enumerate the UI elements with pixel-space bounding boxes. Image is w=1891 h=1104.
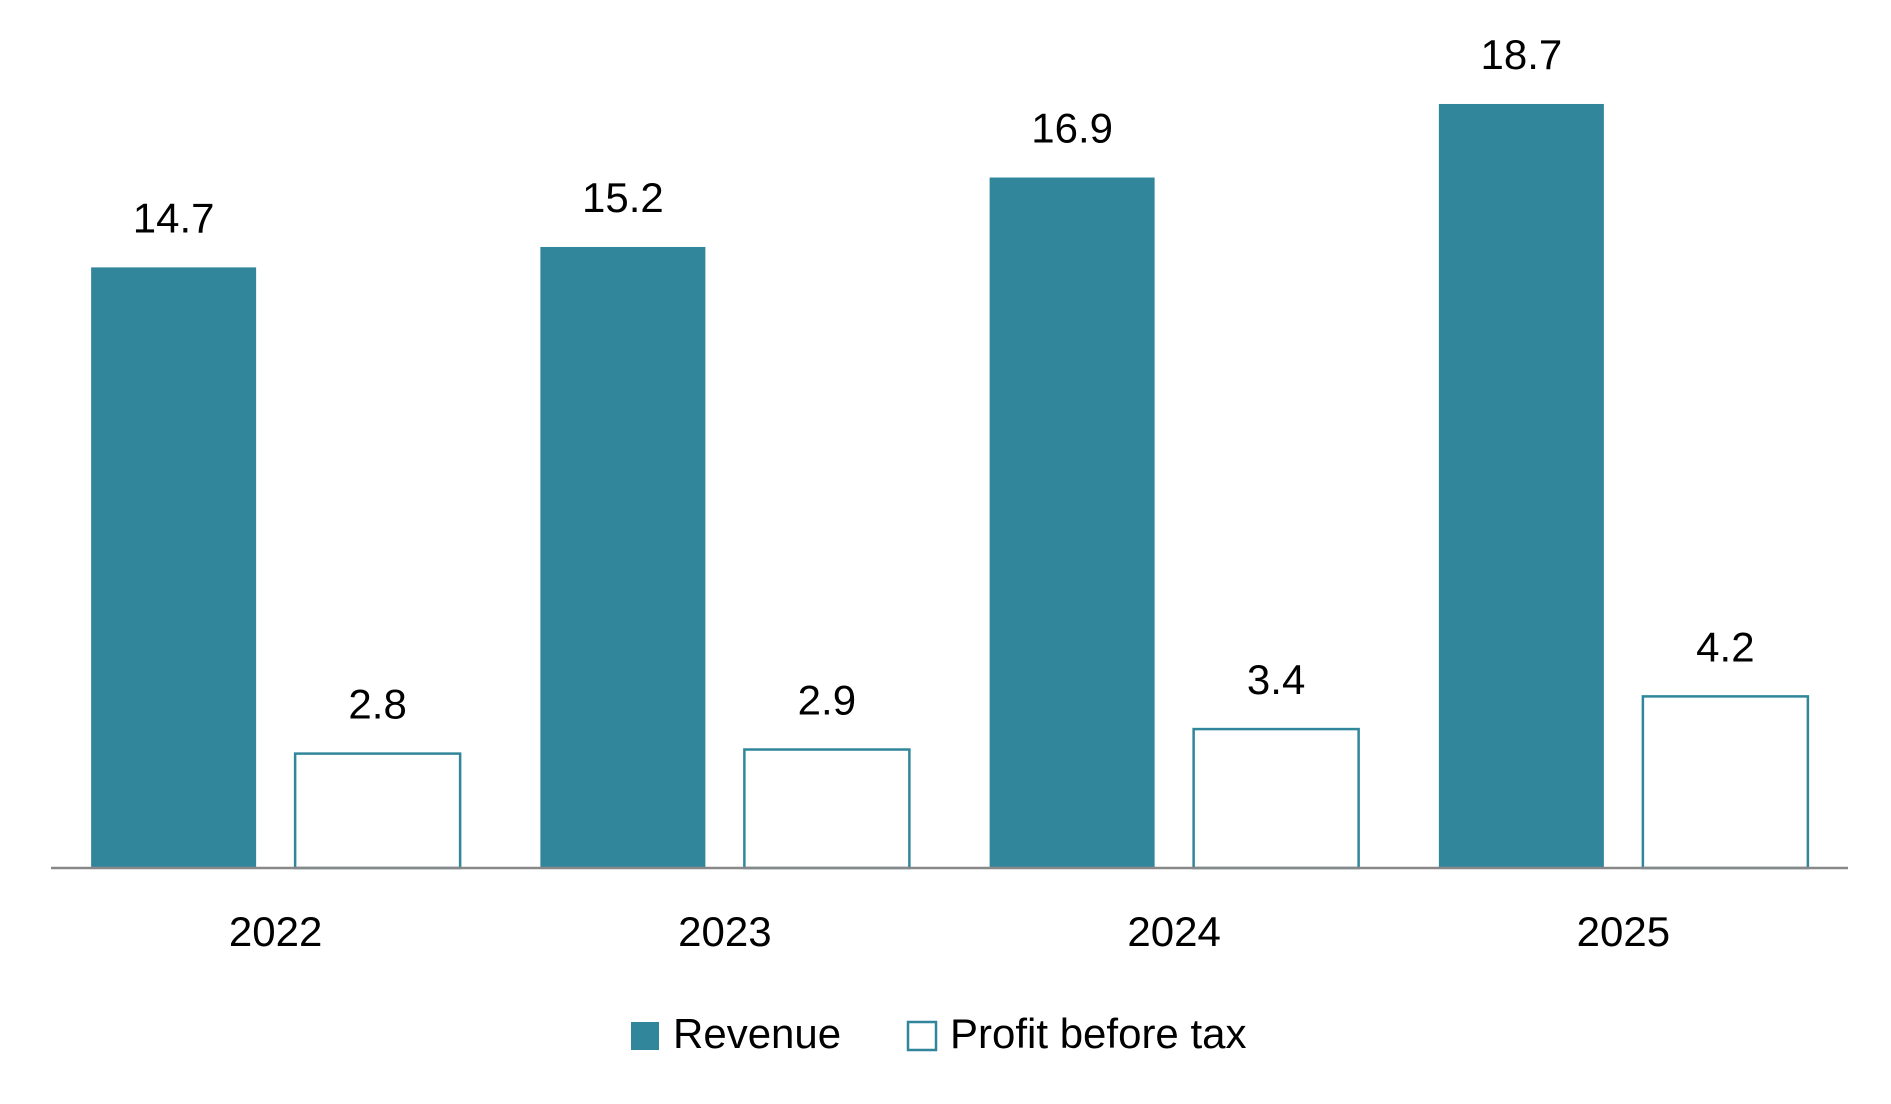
bar: [1641, 695, 1810, 870]
data-label: 3.4: [1247, 656, 1305, 703]
x-tick-label: 2022: [229, 908, 322, 955]
legend-swatch: [906, 1020, 938, 1052]
bar: [1438, 103, 1604, 868]
bar: [743, 748, 911, 870]
bar: [91, 267, 257, 868]
data-label: 15.2: [582, 174, 664, 221]
data-label: 14.7: [133, 194, 215, 241]
data-label: 16.9: [1031, 105, 1113, 152]
x-tick-label: 2024: [1127, 908, 1220, 955]
legend-label: Profit before tax: [950, 1010, 1246, 1057]
bar: [1192, 727, 1360, 870]
data-label: 18.7: [1481, 31, 1563, 78]
data-label: 2.8: [348, 681, 406, 728]
x-tick-label: 2023: [678, 908, 771, 955]
data-label: 2.9: [798, 677, 856, 724]
bar: [540, 246, 706, 868]
legend-swatch: [631, 1022, 659, 1050]
data-label: 4.2: [1696, 623, 1754, 670]
legend-label: Revenue: [673, 1010, 841, 1057]
bar: [989, 177, 1155, 868]
bar: [293, 752, 462, 870]
x-tick-label: 2025: [1577, 908, 1670, 955]
